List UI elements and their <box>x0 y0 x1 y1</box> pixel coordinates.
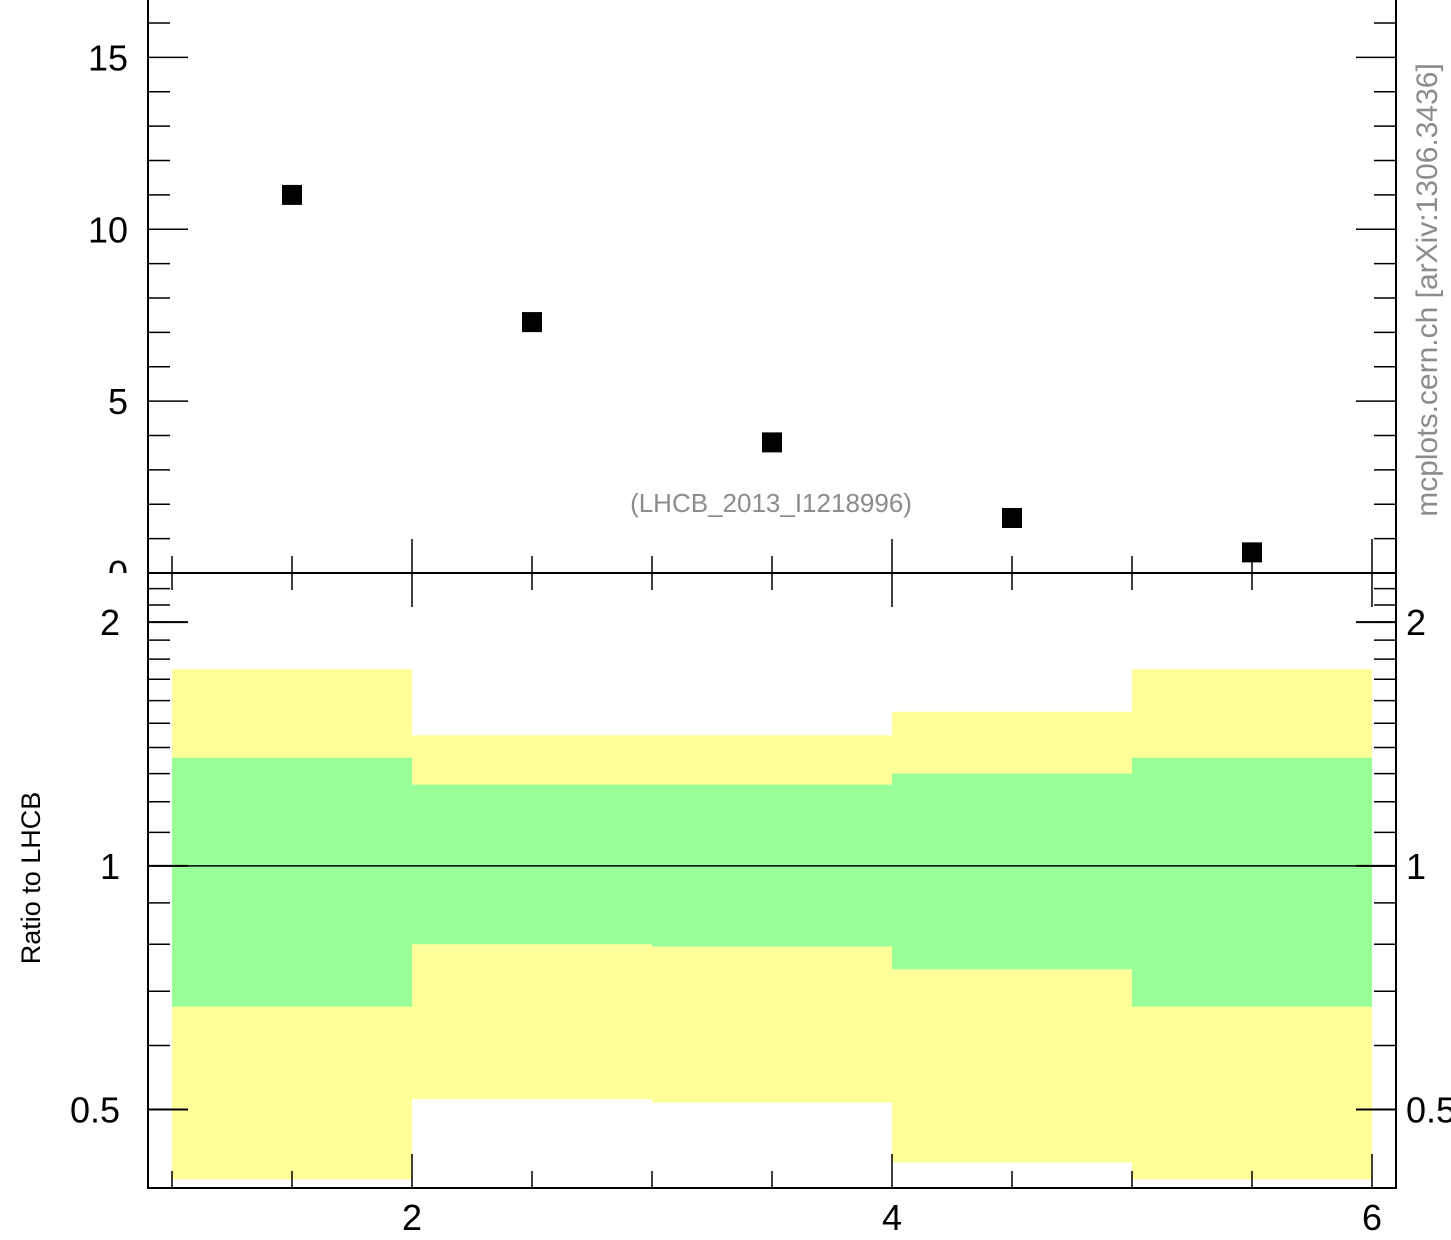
main-panel-axes: 0 5 10 15 <box>88 0 1397 594</box>
ratio-y-tick-label-right: 1 <box>1406 846 1426 887</box>
main-y-tick-label: 5 <box>108 381 128 422</box>
main-y-tick-label: 0 <box>108 553 128 594</box>
ratio-y-tick-label: 0.5 <box>70 1090 120 1131</box>
main-y-tick-label: 10 <box>88 209 128 250</box>
data-point-4 <box>1002 508 1022 529</box>
ratio-y-tick-label: 2 <box>100 602 120 643</box>
x-tick-label: 6 <box>1362 1197 1382 1238</box>
data-points <box>282 184 1262 563</box>
inner-band-bin-1 <box>172 757 412 1007</box>
data-point-1 <box>282 184 302 205</box>
inner-band-bin-2 <box>412 784 652 945</box>
analysis-reference-label: (LHCB_2013_I1218996) <box>630 488 912 518</box>
ratio-y-axis-label: Ratio to LHCB <box>16 792 46 965</box>
ratio-y-tick-label: 1 <box>100 846 120 887</box>
main-y-tick-label: 15 <box>88 37 128 78</box>
x-tick-label: 4 <box>882 1197 902 1238</box>
data-point-3 <box>762 432 782 453</box>
ratio-y-tick-label-right: 0.5 <box>1406 1090 1451 1131</box>
data-point-2 <box>522 312 542 333</box>
ratio-bands <box>172 669 1372 1180</box>
inner-band-bin-5 <box>1132 757 1372 1007</box>
ratio-y-tick-label-right: 2 <box>1406 602 1426 643</box>
mcplots-watermark: mcplots.cern.ch [arXiv:1306.3436] <box>1411 63 1444 517</box>
inner-band-bin-4 <box>892 773 1132 970</box>
data-point-5 <box>1242 542 1262 563</box>
ratio-panel-axes: 0.5 0.5 1 1 2 2 2 4 6 <box>70 572 1451 1238</box>
x-tick-label: 2 <box>402 1197 422 1238</box>
